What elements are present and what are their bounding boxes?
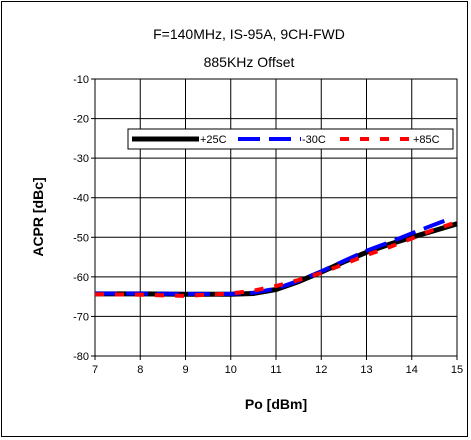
y-tick-label: -40	[73, 193, 89, 205]
x-tick-label: 7	[92, 364, 98, 376]
y-tick-label: -70	[73, 311, 89, 323]
legend-label-3: +85C	[413, 134, 440, 146]
series-line-2	[95, 216, 451, 296]
series-line-3	[94, 220, 458, 298]
x-tick-label: 11	[270, 364, 281, 376]
grid-lines	[91, 78, 458, 360]
x-tick-label: 15	[451, 364, 463, 376]
tick-labels: 7 8 9 10 11 12 13 14 15 -10 -20 -30 -40 -50 -60 -70 -80	[73, 74, 463, 376]
legend: +25C -30C +85C	[127, 128, 454, 150]
x-axis-label: Po [dBm]	[245, 396, 307, 412]
x-tick-label: 9	[182, 364, 188, 376]
x-tick-label: 12	[315, 364, 327, 376]
legend-label-1: +25C	[200, 134, 227, 146]
y-axis-label: ACPR [dBc]	[30, 177, 46, 256]
chart-subtitle: 885KHz Offset	[204, 54, 295, 70]
y-tick-label: -10	[73, 74, 89, 86]
x-tick-label: 10	[225, 364, 237, 376]
x-tick-label: 14	[406, 364, 418, 376]
y-tick-label: -20	[73, 114, 89, 126]
chart-title: F=140MHz, IS-95A, 9CH-FWD	[153, 26, 345, 42]
y-tick-label: -60	[73, 272, 89, 284]
x-tick-label: 8	[137, 364, 143, 376]
y-tick-label: -30	[73, 153, 89, 165]
y-tick-label: -50	[73, 232, 89, 244]
series-lines	[94, 216, 458, 298]
x-tick-label: 13	[360, 364, 372, 376]
legend-label-2: -30C	[302, 134, 326, 146]
y-tick-label: -80	[73, 351, 89, 363]
